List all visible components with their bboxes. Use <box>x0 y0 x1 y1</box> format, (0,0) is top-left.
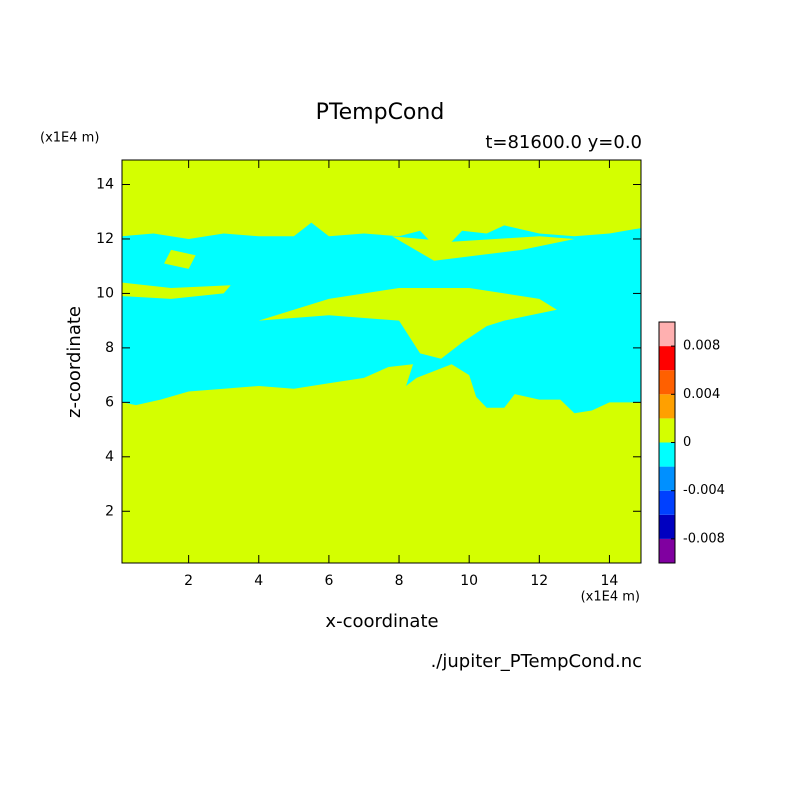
colorbar-band <box>659 346 675 371</box>
colorbar-tick-label: 0.008 <box>683 339 720 354</box>
x-tick-label: 10 <box>460 573 478 589</box>
contour-region <box>122 282 231 299</box>
colorbar-band <box>659 370 675 395</box>
chart-title: PTempCond <box>316 100 445 125</box>
colorbar-band <box>659 514 675 539</box>
colorbar-band <box>659 442 675 467</box>
colorbar-tick-label: 0.004 <box>683 387 720 402</box>
colorbar-tick-label: 0 <box>683 435 691 450</box>
y-tick-label: 14 <box>96 177 114 193</box>
x-tick-label: 4 <box>254 573 263 589</box>
contour-region <box>258 287 557 359</box>
colorbar-band <box>659 466 675 491</box>
y-tick-label: 10 <box>96 285 114 301</box>
x-tick-label: 8 <box>395 573 404 589</box>
colorbar-tick-label: -0.004 <box>683 483 725 498</box>
x-tick-label: 14 <box>601 573 619 589</box>
colorbar-band <box>659 394 675 419</box>
colorbar-band <box>659 538 675 563</box>
chart-subtitle: t=81600.0 y=0.0 <box>485 132 642 153</box>
y-tick-label: 4 <box>105 449 114 465</box>
colorbar-tick-label: -0.008 <box>683 531 725 546</box>
colorbar-band <box>659 322 675 347</box>
y-tick-label: 12 <box>96 231 114 247</box>
y-tick-label: 8 <box>105 340 114 356</box>
colorbar-band <box>659 490 675 515</box>
source-label: ./jupiter_PTempCond.nc <box>431 651 642 672</box>
contour-region <box>392 236 575 261</box>
x-unit: (x1E4 m) <box>581 590 640 605</box>
contour-region <box>164 249 196 269</box>
x-axis-label: x-coordinate <box>325 611 438 632</box>
y-unit: (x1E4 m) <box>40 131 99 146</box>
colorbar-band <box>659 418 675 443</box>
x-tick-label: 6 <box>324 573 333 589</box>
x-tick-label: 2 <box>184 573 193 589</box>
y-tick-label: 2 <box>105 503 114 519</box>
plot-frame <box>121 159 642 564</box>
y-axis-label: z-coordinate <box>64 306 85 418</box>
x-tick-label: 12 <box>530 573 548 589</box>
y-tick-label: 6 <box>105 394 114 410</box>
